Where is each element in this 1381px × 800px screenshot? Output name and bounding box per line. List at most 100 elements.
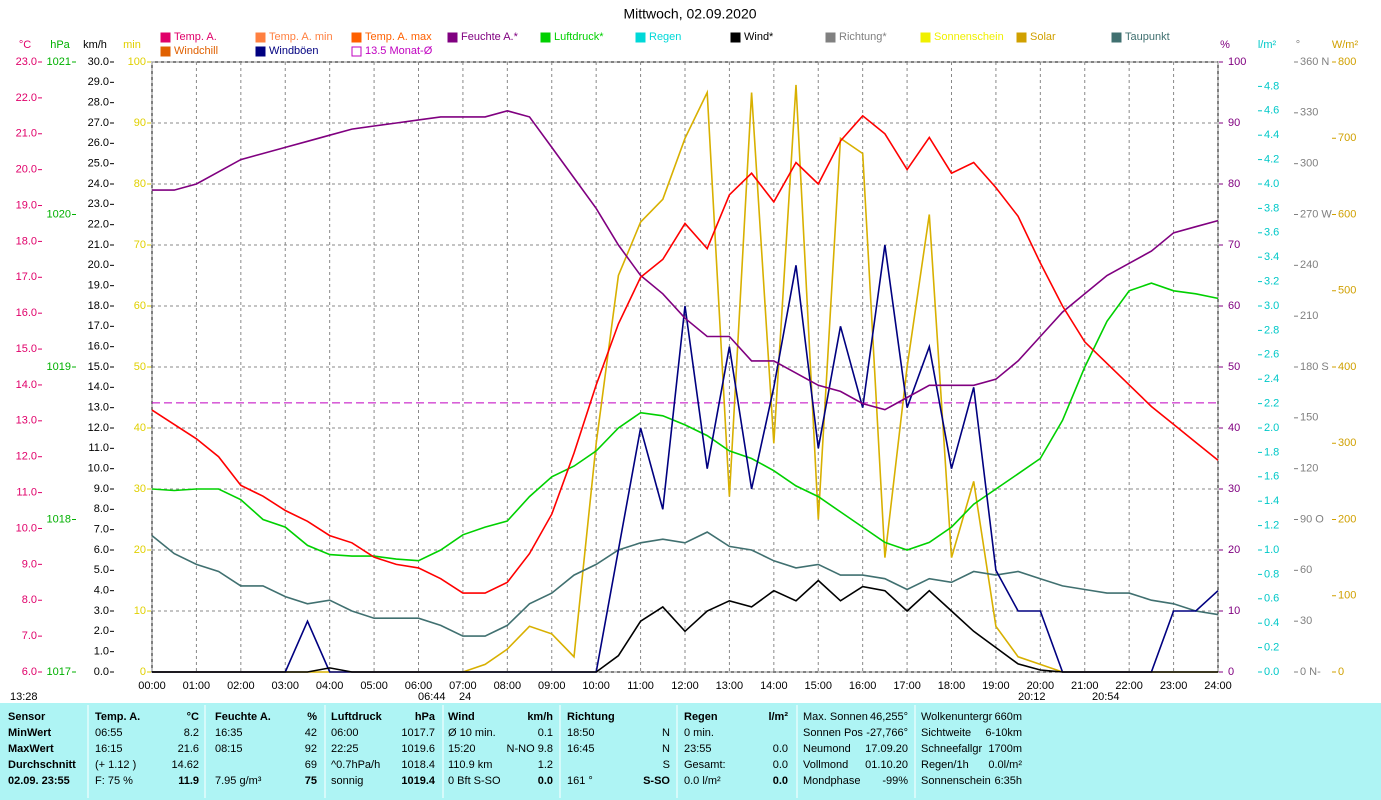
x-tick-label: 09:00 xyxy=(538,680,566,692)
y-tick-label: 2.6 xyxy=(1264,349,1279,361)
y-tick-label: 600 xyxy=(1338,208,1356,220)
legend-label: Temp. A. xyxy=(174,31,217,43)
table-cell: N xyxy=(662,727,670,739)
legend-label: Luftdruck* xyxy=(554,31,604,43)
y-tick-label: 1018 xyxy=(47,513,71,525)
y-tick-label: 0 xyxy=(1338,666,1344,678)
y-tick-label: 1.0 xyxy=(94,646,109,658)
y-tick-label: 210 xyxy=(1300,310,1318,322)
table-cell: Neumond xyxy=(803,743,851,755)
y-tick-label: 2.4 xyxy=(1264,373,1279,385)
table-cell: 16:45 xyxy=(567,743,595,755)
table-cell: Max. Sonnen xyxy=(803,711,868,723)
legend-label: Solar xyxy=(1030,31,1056,43)
y-tick-label: 500 xyxy=(1338,285,1356,297)
y-tick-label: 16.0 xyxy=(88,341,109,353)
table-cell: 21.6 xyxy=(178,743,199,755)
table-cell: 6:35h xyxy=(994,775,1022,787)
y-tick-label: 16.0 xyxy=(16,307,37,319)
x-tick-label: 12:00 xyxy=(671,680,699,692)
y-tick-label: 7.0 xyxy=(94,524,109,536)
table-cell: 42 xyxy=(305,727,317,739)
table-cell: Luftdruck xyxy=(331,711,383,723)
y-tick-label: 0 N- xyxy=(1300,666,1321,678)
y-tick-label: 30 xyxy=(1300,615,1312,627)
axis-label: °C xyxy=(19,39,31,51)
y-tick-label: 0 xyxy=(140,666,146,678)
y-tick-label: 20.0 xyxy=(16,164,37,176)
y-tick-label: 4.0 xyxy=(1264,178,1279,190)
table-cell: l/m² xyxy=(768,711,788,723)
x-tick-label: 24:00 xyxy=(1204,680,1232,692)
y-tick-label: 100 xyxy=(1228,56,1246,68)
table-cell: 161 ° xyxy=(567,775,593,787)
y-tick-label: 27.0 xyxy=(88,117,109,129)
y-tick-label: 0 xyxy=(1228,666,1234,678)
y-tick-label: 50 xyxy=(134,361,146,373)
table-cell: 8.2 xyxy=(184,727,199,739)
y-tick-label: 10.0 xyxy=(16,522,37,534)
y-tick-label: 9.0 xyxy=(94,483,109,495)
table-cell: Sonnen Pos xyxy=(803,727,863,739)
y-tick-label: 8.0 xyxy=(22,594,37,606)
table-cell: 02.09. 23:55 xyxy=(8,775,70,787)
y-tick-label: 120 xyxy=(1300,463,1318,475)
table-cell: 06:55 xyxy=(95,727,123,739)
y-tick-label: 10 xyxy=(134,605,146,617)
table-cell: 22:25 xyxy=(331,743,359,755)
x-tick-label: 23:00 xyxy=(1160,680,1188,692)
x-tick-label: 13:00 xyxy=(716,680,744,692)
y-tick-label: 3.6 xyxy=(1264,227,1279,239)
chart-title: Mittwoch, 02.09.2020 xyxy=(623,6,756,22)
y-tick-label: 400 xyxy=(1338,361,1356,373)
y-tick-label: 80 xyxy=(1228,178,1240,190)
table-cell: -27,766° xyxy=(866,727,908,739)
y-tick-label: 360 N xyxy=(1300,56,1329,68)
legend-label: Taupunkt xyxy=(1125,31,1170,43)
table-cell: F: 75 % xyxy=(95,775,133,787)
y-tick-label: 90 xyxy=(1228,117,1240,129)
table-cell: Temp. A. xyxy=(95,711,140,723)
table-cell: N xyxy=(662,743,670,755)
y-tick-label: 7.0 xyxy=(22,630,37,642)
table-cell: Mondphase xyxy=(803,775,861,787)
y-tick-label: 29.0 xyxy=(88,76,109,88)
x-tick-label: 07:00 xyxy=(449,680,477,692)
table-cell: 14.62 xyxy=(171,759,199,771)
y-tick-label: 60 xyxy=(1300,564,1312,576)
y-tick-label: 9.0 xyxy=(22,558,37,570)
y-tick-label: 11.0 xyxy=(88,442,109,454)
x-tick-label: 00:00 xyxy=(138,680,166,692)
table-cell: 7.95 g/m³ xyxy=(215,775,262,787)
table-cell: 08:15 xyxy=(215,743,243,755)
table-cell: 0.0l/m² xyxy=(988,759,1022,771)
y-tick-label: 30 xyxy=(1228,483,1240,495)
axis-label: min xyxy=(123,39,141,51)
y-tick-label: 17.0 xyxy=(16,271,37,283)
x-tick-label: 15:00 xyxy=(804,680,832,692)
legend-swatch xyxy=(351,32,362,43)
table-cell: 16:15 xyxy=(95,743,123,755)
table-cell: 1017.7 xyxy=(401,727,435,739)
table-cell: 0.1 xyxy=(538,727,553,739)
axis-label: l/m² xyxy=(1258,39,1277,51)
x-tick-label: 16:00 xyxy=(849,680,877,692)
table-cell: Wind xyxy=(448,711,475,723)
y-tick-label: 4.4 xyxy=(1264,129,1279,141)
x-tick-label: 17:00 xyxy=(893,680,921,692)
table-cell: 18:50 xyxy=(567,727,595,739)
y-tick-label: 4.2 xyxy=(1264,154,1279,166)
legend-label: Windchill xyxy=(174,45,218,57)
table-cell: % xyxy=(307,711,317,723)
y-tick-label: 20 xyxy=(134,544,146,556)
y-tick-label: 50 xyxy=(1228,361,1240,373)
y-tick-label: 1019 xyxy=(47,361,71,373)
y-tick-label: 2.8 xyxy=(1264,324,1279,336)
y-tick-label: 4.6 xyxy=(1264,105,1279,117)
legend-label: Regen xyxy=(649,31,681,43)
legend-swatch xyxy=(160,32,171,43)
table-cell: 660m xyxy=(994,711,1022,723)
y-tick-label: 300 xyxy=(1300,158,1318,170)
x-tick-label: 04:00 xyxy=(316,680,344,692)
table-cell: Richtung xyxy=(567,711,615,723)
